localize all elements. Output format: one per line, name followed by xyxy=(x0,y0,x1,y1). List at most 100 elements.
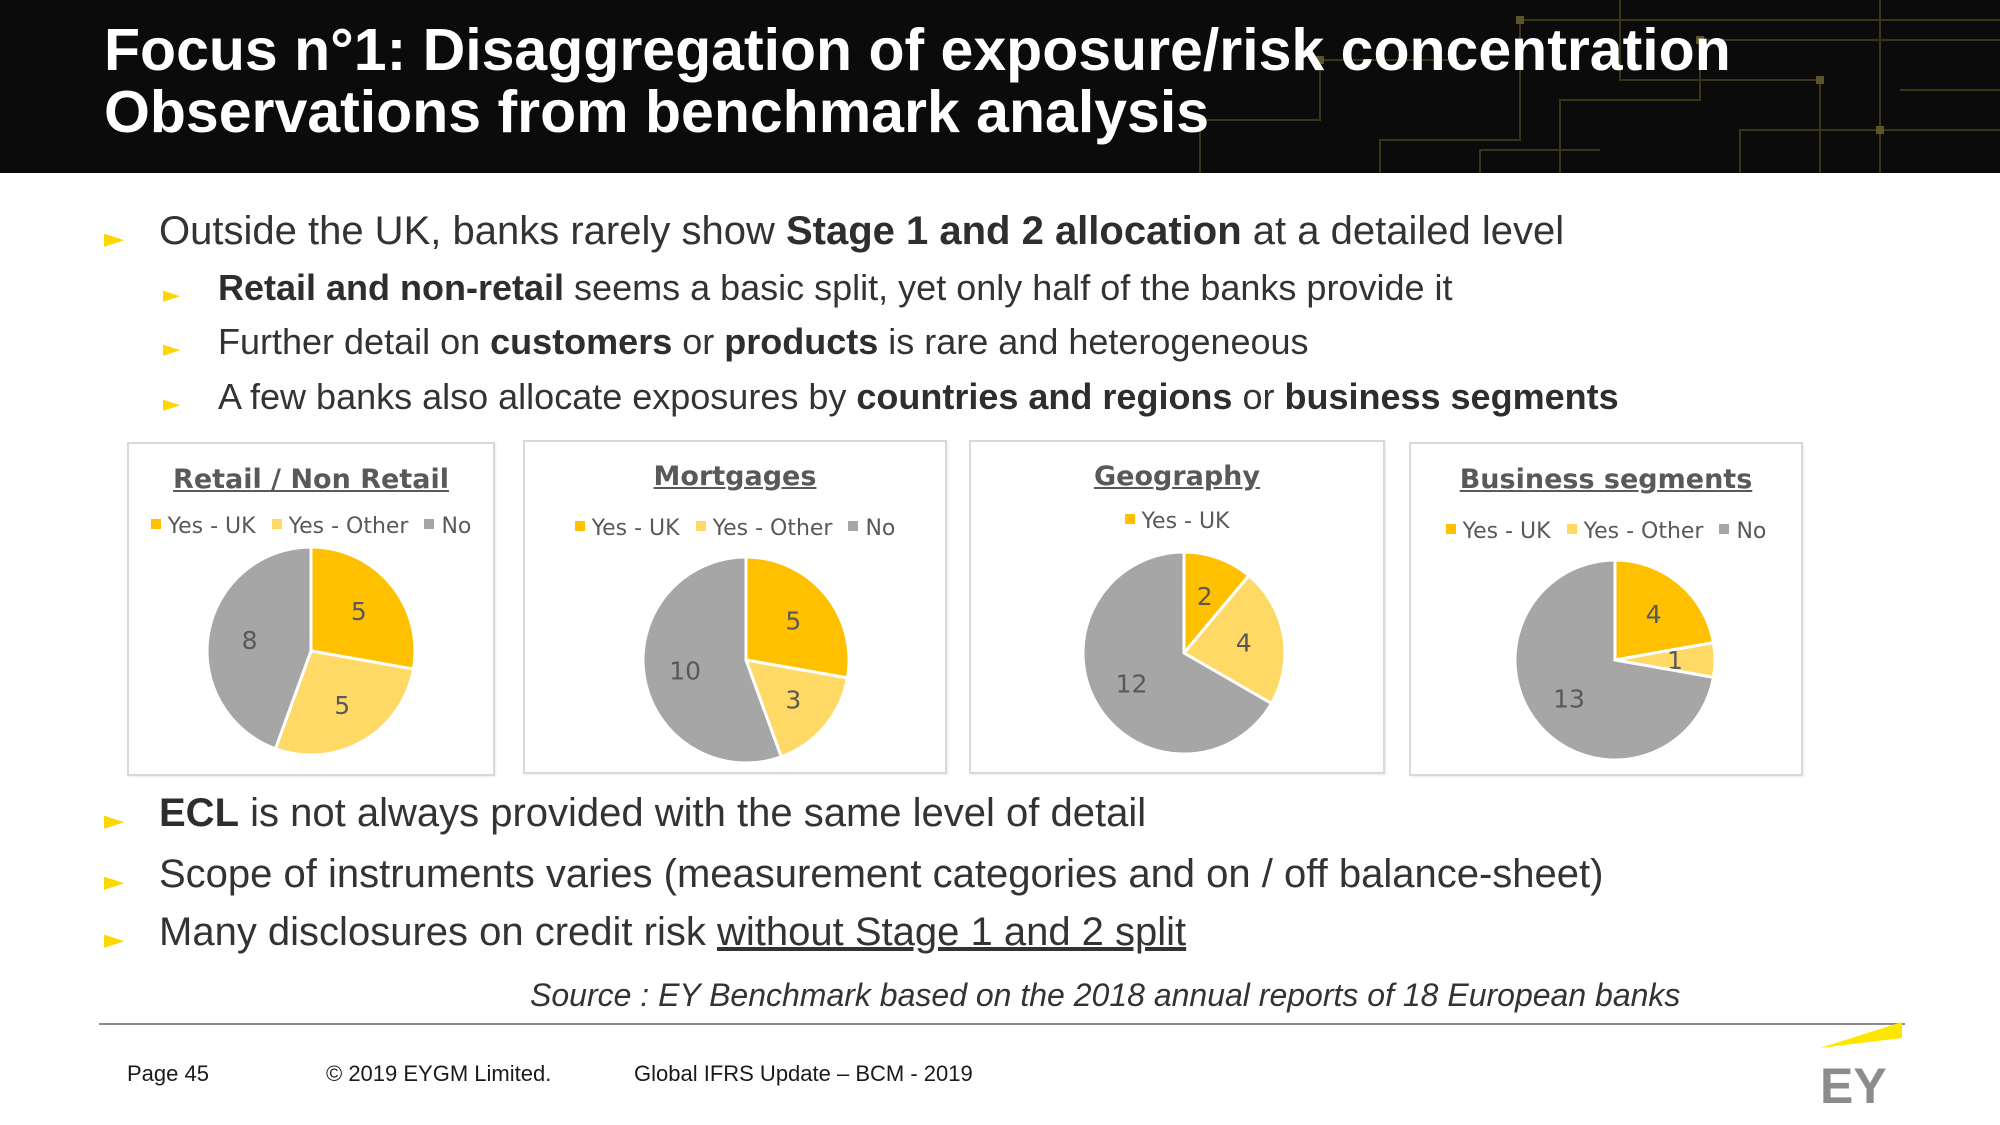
chart-legend: Yes - UK xyxy=(971,509,1383,534)
legend-swatch xyxy=(574,521,585,531)
legend-swatch xyxy=(695,521,706,531)
pie-slice xyxy=(1513,558,1716,762)
pie-chart: 24 12 xyxy=(1081,550,1287,756)
legend-swatch xyxy=(848,521,859,531)
pie-chart: 5 3 10 xyxy=(641,555,851,765)
pie-slice xyxy=(273,649,416,757)
chart-legend: Yes - UK Yes - Other No xyxy=(525,516,945,541)
underlined-text: without Stage 1 and 2 split xyxy=(716,910,1187,954)
legend-label: Yes - UK xyxy=(1141,509,1230,534)
legend-label: Yes - Other xyxy=(712,516,833,541)
chart-legend: Yes - UK Yes - Other No xyxy=(1411,519,1801,544)
legend-swatch xyxy=(1124,514,1135,524)
title-banner: Focus n°1: Disaggregation of exposure/ri… xyxy=(0,0,2000,173)
chart-title: Geography xyxy=(1093,461,1261,492)
bullet-arrow-icon: ► xyxy=(163,392,180,417)
pie-data-label: 4 xyxy=(1646,600,1662,629)
pie-data-label: 5 xyxy=(351,597,367,626)
legend-label: No xyxy=(1736,519,1767,544)
legend-swatch xyxy=(1566,524,1577,534)
pie-chart: 41 13 xyxy=(1513,558,1717,762)
chart-geography: Geography Yes - UK 2 4 12 xyxy=(969,440,1385,774)
pie-data-label: 12 xyxy=(1116,669,1148,698)
svg-text:EY: EY xyxy=(1820,1058,1887,1108)
legend-swatch xyxy=(1445,524,1456,534)
bullet-text: at a detailed level xyxy=(1241,209,1565,253)
legend-swatch xyxy=(424,519,435,529)
page-subtitle: Observations from benchmark analysis xyxy=(104,79,1210,145)
pie-data-label: 8 xyxy=(242,626,258,655)
pie-data-label: 2 xyxy=(1197,582,1213,611)
legend-item: No xyxy=(1719,519,1766,544)
legend-swatch xyxy=(271,519,282,529)
pie-slice xyxy=(205,545,313,751)
legend-item: Yes - UK xyxy=(150,514,256,539)
legend-item: Yes - UK xyxy=(574,516,680,541)
bullet-text: or xyxy=(1232,376,1285,417)
bullet-bold-text: products xyxy=(724,321,879,362)
chart-business-segments: Business segments Yes - UK Yes - Other No … xyxy=(1409,442,1803,776)
chart-legend: Yes - UK Yes - Other No xyxy=(129,514,493,539)
pie-slice xyxy=(743,658,850,759)
legend-label: No xyxy=(441,514,472,539)
legend-swatch xyxy=(150,519,161,529)
bullet-text: seems a basic split, yet only half of th… xyxy=(564,267,1453,308)
bullet-text: Many disclosures on credit risk xyxy=(159,910,717,954)
ey-logo: EY xyxy=(1820,1022,1902,1108)
bullet-bold-text: ECL xyxy=(159,791,239,835)
bullet-bold-text: countries and regions xyxy=(856,376,1233,417)
legend-item: Yes - Other xyxy=(695,516,833,541)
pie-data-label: 1 xyxy=(1667,646,1683,675)
pie-slice xyxy=(744,555,851,680)
chart-retail-non-retail: Retail / Non Retail Yes - UK Yes - Other N… xyxy=(127,442,495,776)
pie-slice xyxy=(1081,550,1274,756)
bullet-text: Further detail on xyxy=(218,321,491,362)
chart-title: Mortgages xyxy=(653,461,817,492)
bullet-arrow-icon: ► xyxy=(104,867,124,897)
pie-data-label: 13 xyxy=(1553,685,1585,714)
bullet-arrow-icon: ► xyxy=(163,337,180,362)
legend-item: No xyxy=(424,514,471,539)
legend-label: No xyxy=(865,516,896,541)
bullet-text: Scope of instruments varies (measurement… xyxy=(159,852,1604,896)
bullet-bold-text: business segments xyxy=(1284,376,1619,417)
chart-title: Retail / Non Retail xyxy=(173,464,449,495)
legend-label: Yes - UK xyxy=(167,514,256,539)
circuit-board-background xyxy=(1199,0,2000,173)
page-number: Page 45 xyxy=(127,1061,209,1086)
legend-item: Yes - Other xyxy=(271,514,409,539)
footer-divider xyxy=(99,1023,1905,1025)
pie-chart: 5 5 8 xyxy=(205,545,417,757)
pie-slice xyxy=(309,545,417,671)
pie-slice xyxy=(1181,573,1287,706)
legend-label: Yes - Other xyxy=(288,514,409,539)
bullet-bold-text: customers xyxy=(490,321,673,362)
pie-data-label: 3 xyxy=(785,686,801,715)
legend-swatch xyxy=(1719,524,1730,534)
bullet-text: is rare and heterogeneous xyxy=(878,321,1309,362)
pie-data-label: 10 xyxy=(669,657,701,686)
chart-title: Business segments xyxy=(1459,464,1753,495)
document-title: Global IFRS Update – BCM - 2019 xyxy=(634,1061,973,1086)
bullet-text: is not always provided with the same lev… xyxy=(239,791,1147,835)
bullet-bold-text: Stage 1 and 2 allocation xyxy=(785,209,1242,253)
page-title: Focus n°1: Disaggregation of exposure/ri… xyxy=(104,17,1731,83)
legend-item: Yes - UK xyxy=(1124,509,1230,534)
bullet-text: Outside the UK, banks rarely show xyxy=(159,209,786,253)
bullet-bold-text: Retail and non-retail xyxy=(218,267,565,308)
legend-item: Yes - UK xyxy=(1445,519,1551,544)
chart-mortgages: Mortgages Yes - UK Yes - Other No 5 3 10 xyxy=(523,440,947,774)
legend-label: Yes - Other xyxy=(1583,519,1704,544)
bullet-arrow-icon: ► xyxy=(104,224,124,254)
pie-data-label: 5 xyxy=(785,606,801,635)
copyright: © 2019 EYGM Limited. xyxy=(326,1061,552,1086)
legend-label: Yes - UK xyxy=(1462,519,1551,544)
legend-label: Yes - UK xyxy=(591,516,680,541)
pie-data-label: 5 xyxy=(334,691,350,720)
legend-item: Yes - Other xyxy=(1566,519,1704,544)
pie-data-label: 4 xyxy=(1236,628,1252,657)
pie-slice xyxy=(641,555,784,765)
source-note: Source : EY Benchmark based on the 2018 … xyxy=(530,977,1681,1013)
bullet-text: A few banks also allocate exposures by xyxy=(218,376,857,417)
bullet-arrow-icon: ► xyxy=(104,806,124,836)
